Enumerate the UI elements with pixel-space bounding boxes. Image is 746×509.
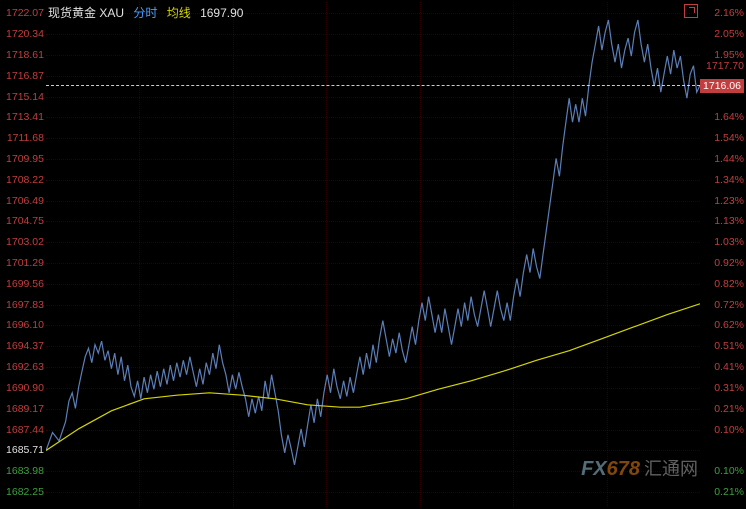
timeframe-label[interactable]: 分时 xyxy=(133,6,157,20)
y-tick-left: 1720.34 xyxy=(6,28,44,40)
y-tick-left: 1715.14 xyxy=(6,91,44,103)
watermark: FX678汇通网 xyxy=(581,455,698,481)
y-tick-right: 1.64% xyxy=(714,111,744,123)
ma-value: 1697.90 xyxy=(200,6,243,20)
y-tick-right: 2.16% xyxy=(714,7,744,19)
y-tick-right: 1716.06 xyxy=(700,79,744,93)
y-tick-left: 1692.63 xyxy=(6,361,44,373)
y-tick-left: 1708.22 xyxy=(6,174,44,186)
y-tick-right: 0.82% xyxy=(714,278,744,290)
y-tick-right: 1.54% xyxy=(714,132,744,144)
y-tick-left: 1722.07 xyxy=(6,7,44,19)
y-tick-left: 1683.98 xyxy=(6,465,44,477)
watermark-cn: 汇通网 xyxy=(644,459,698,479)
chart-container: 现货黄金 XAU 分时 均线 1697.90 1722.07 1720.34 171… xyxy=(0,0,746,509)
y-tick-left: 1689.17 xyxy=(6,403,44,415)
chart-svg xyxy=(46,2,700,507)
y-tick-right: 0.72% xyxy=(714,299,744,311)
y-tick-right: 1.13% xyxy=(714,215,744,227)
y-tick-right: 1.03% xyxy=(714,236,744,248)
y-tick-right: 1.34% xyxy=(714,174,744,186)
y-tick-left: 1687.44 xyxy=(6,424,44,436)
y-tick-left: 1690.90 xyxy=(6,382,44,394)
y-axis-right: 2.16%2.05%1.95%1717.701716.061.64%1.54%1… xyxy=(700,0,744,509)
y-tick-left: 1704.75 xyxy=(6,215,44,227)
y-tick-right: 0.21% xyxy=(714,486,744,498)
y-tick-left: 1711.68 xyxy=(7,132,44,144)
y-tick-left: 1718.61 xyxy=(6,49,44,61)
y-tick-left: 1703.02 xyxy=(6,236,44,248)
y-tick-left: 1682.25 xyxy=(6,486,44,498)
y-axis-left: 1722.07 1720.34 1718.61 1716.87 1715.14 1713.… xyxy=(2,0,46,509)
symbol-title: 现货黄金 XAU xyxy=(48,6,124,20)
y-tick-left: 1697.83 xyxy=(6,299,44,311)
y-tick-right: 1.23% xyxy=(714,195,744,207)
y-tick-left: 1696.10 xyxy=(6,319,44,331)
chart-header: 现货黄金 XAU 分时 均线 1697.90 xyxy=(48,4,249,21)
y-tick-right: 1717.70 xyxy=(706,60,744,72)
y-tick-left: 1699.56 xyxy=(6,278,44,290)
y-tick-left: 1709.95 xyxy=(6,153,44,165)
y-tick-right: 0.92% xyxy=(714,257,744,269)
y-tick-right: 1.44% xyxy=(714,153,744,165)
y-tick-right: 2.05% xyxy=(714,28,744,40)
current-price-line xyxy=(46,85,700,86)
y-tick-right: 0.21% xyxy=(714,403,744,415)
y-tick-right: 0.51% xyxy=(714,340,744,352)
chart-area[interactable] xyxy=(46,2,700,507)
y-tick-left: 1706.49 xyxy=(6,195,44,207)
expand-icon[interactable] xyxy=(684,4,698,18)
watermark-num: 678 xyxy=(607,458,640,480)
y-tick-left: 1716.87 xyxy=(6,70,44,82)
y-tick-right: 0.62% xyxy=(714,319,744,331)
y-tick-left: 1713.41 xyxy=(6,111,44,123)
y-tick-left: 1701.29 xyxy=(6,257,44,269)
y-tick-left: 1685.71 xyxy=(6,444,44,456)
y-tick-right: 0.41% xyxy=(714,361,744,373)
ma-label: 均线 xyxy=(167,6,191,20)
y-tick-left: 1694.37 xyxy=(6,340,44,352)
watermark-fx: FX xyxy=(581,458,607,480)
y-tick-right: 0.10% xyxy=(714,465,744,477)
price-line xyxy=(46,20,700,465)
y-tick-right: 0.31% xyxy=(714,382,744,394)
y-tick-right: 0.10% xyxy=(714,424,744,436)
